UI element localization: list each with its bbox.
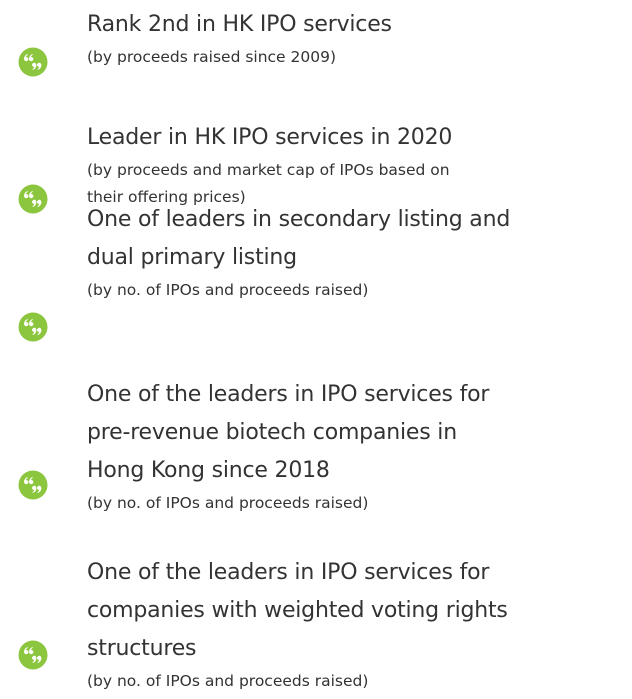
quote-icon <box>18 640 48 670</box>
icon-circle <box>18 470 48 500</box>
award-title: Hong Kong since 2018 <box>87 458 330 483</box>
quote-mark <box>32 327 37 335</box>
award-title: One of the leaders in IPO services for <box>87 560 490 585</box>
quote-mark <box>32 485 37 493</box>
quote-mark <box>24 319 29 327</box>
quote-mark <box>24 191 29 199</box>
award-item: Leader in HK IPO services in 2020 (by pro… <box>87 119 632 211</box>
quote-mark <box>32 199 37 207</box>
quote-mark <box>29 319 34 327</box>
award-item: One of leaders in secondary listing and d… <box>87 201 632 304</box>
award-item: One of the leaders in IPO services for co… <box>87 554 632 695</box>
quote-mark <box>32 655 37 663</box>
quote-mark <box>37 327 42 335</box>
award-title: pre-revenue biotech companies in <box>87 420 457 445</box>
quote-mark <box>24 647 29 655</box>
award-item: Rank 2nd in HK IPO services (by proceeds … <box>87 6 632 71</box>
quote-mark <box>37 655 42 663</box>
quote-mark <box>29 54 34 62</box>
award-item: One of the leaders in IPO services for pr… <box>87 376 632 517</box>
award-title: companies with weighted voting rights <box>87 598 508 623</box>
award-title: One of the leaders in IPO services for <box>87 382 490 407</box>
award-title: One of leaders in secondary listing and <box>87 207 511 232</box>
quote-icon <box>18 184 48 214</box>
icon-circle <box>18 312 48 342</box>
icon-circle <box>18 47 48 77</box>
award-note: their offering prices) <box>87 188 246 206</box>
award-note: (by no. of IPOs and proceeds raised) <box>87 494 369 512</box>
quote-mark <box>32 62 37 70</box>
quote-mark <box>24 477 29 485</box>
quote-icon <box>18 312 48 342</box>
quote-icon <box>18 470 48 500</box>
quote-mark <box>24 54 29 62</box>
award-note: (by no. of IPOs and proceeds raised) <box>87 672 369 690</box>
quote-mark <box>37 485 42 493</box>
icon-circle <box>18 184 48 214</box>
award-note: (by proceeds raised since 2009) <box>87 48 337 66</box>
quote-mark <box>29 477 34 485</box>
icon-circle <box>18 640 48 670</box>
quote-mark <box>37 199 42 207</box>
quote-mark <box>29 647 34 655</box>
quote-mark <box>37 62 42 70</box>
award-note: (by no. of IPOs and proceeds raised) <box>87 281 369 299</box>
award-title: Rank 2nd in HK IPO services <box>87 12 392 37</box>
quote-mark <box>29 191 34 199</box>
award-title: Leader in HK IPO services in 2020 <box>87 125 453 150</box>
award-note: (by proceeds and market cap of IPOs base… <box>87 161 450 179</box>
award-title: structures <box>87 636 197 661</box>
award-title: dual primary listing <box>87 245 297 270</box>
quote-icon <box>18 47 48 77</box>
